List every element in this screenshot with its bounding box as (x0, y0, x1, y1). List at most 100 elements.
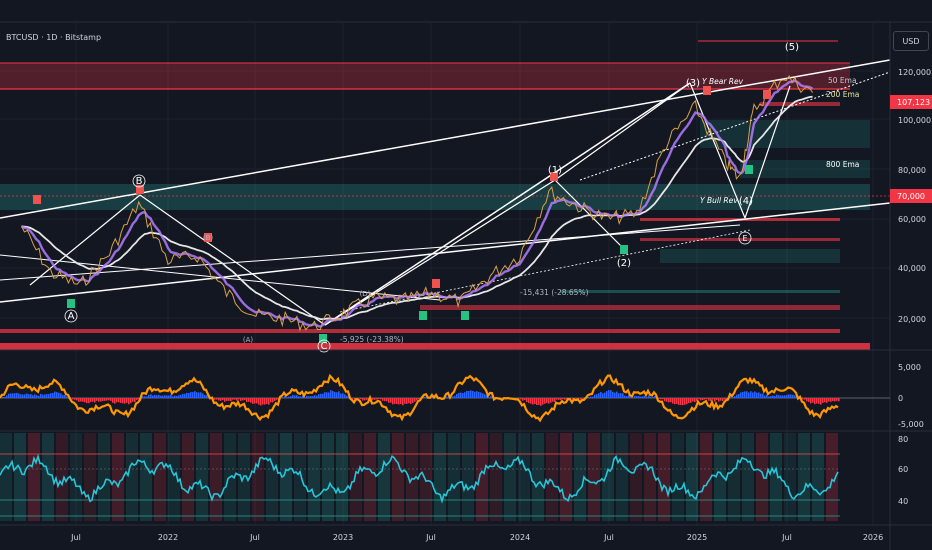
macd-bar (234, 398, 236, 400)
macd-bar (790, 394, 792, 398)
macd-bar (150, 394, 152, 398)
rsi-band (294, 433, 306, 521)
macd-bar (272, 398, 274, 403)
macd-bar (42, 394, 44, 398)
rsi-band (266, 433, 278, 521)
rsi-band (616, 433, 628, 521)
macd-bar (180, 394, 182, 398)
macd-bar (788, 394, 790, 398)
macd-bar (532, 398, 534, 405)
macd-bar (100, 398, 102, 402)
macd-bar (712, 398, 714, 400)
rsi-band (798, 433, 810, 521)
macd-bar (520, 398, 522, 400)
macd-bar (566, 398, 568, 400)
macd-bar (328, 392, 330, 398)
macd-bar (412, 398, 414, 403)
rsi-band (560, 433, 572, 521)
macd-bar (460, 392, 462, 398)
macd-bar (218, 398, 220, 401)
macd-bar (46, 394, 48, 398)
zone-resistance (0, 40, 850, 90)
symbol-title[interactable]: BTCUSD · 1D · Bitstamp (6, 33, 102, 42)
macd-bar (300, 396, 302, 398)
macd-bar (48, 394, 50, 398)
macd-bar (596, 394, 598, 398)
macd-bar (76, 398, 78, 401)
macd-bar (170, 394, 172, 398)
price-tick: 60,000 (898, 215, 926, 224)
buy-markers (67, 165, 753, 343)
macd-bar (306, 395, 308, 398)
macd-bar (342, 393, 344, 398)
macd-bar (644, 395, 646, 398)
macd-bar (734, 396, 736, 398)
macd-line (0, 373, 839, 423)
macd-bar (304, 397, 306, 398)
macd-bar (164, 395, 166, 398)
rsi-band (70, 433, 82, 521)
macd-bar (28, 394, 30, 398)
macd-bar (704, 398, 706, 400)
macd-bar (186, 392, 188, 398)
macd-bar (276, 398, 278, 400)
macd-bar (590, 396, 592, 398)
macd-bar (612, 391, 614, 398)
macd-bar (458, 392, 460, 398)
rsi-band (392, 433, 404, 521)
macd-bar (204, 395, 206, 398)
rsi-band (504, 433, 516, 521)
macd-bar (600, 391, 602, 398)
macd-bar (230, 398, 232, 402)
zone-support-70k (0, 184, 890, 210)
macd-bar (630, 397, 632, 398)
macd-bar (694, 398, 696, 403)
macd-bar (454, 395, 456, 398)
macd-bar (560, 398, 562, 400)
macd-bar (580, 398, 582, 400)
macd-bar (92, 398, 94, 402)
macd-bar (360, 398, 362, 400)
price-tick: 120,000 (898, 68, 931, 77)
macd-bar (672, 398, 674, 404)
time-tick: 2025 (687, 533, 707, 542)
macd-bar (826, 398, 828, 403)
macd-bar (386, 398, 388, 402)
macd-bar (418, 398, 420, 400)
macd-bar (236, 398, 238, 401)
macd-bar (316, 395, 318, 398)
macd-bar (834, 398, 836, 402)
macd-bar (626, 396, 628, 398)
time-tick: Jul (781, 533, 792, 542)
macd-bar (10, 393, 12, 398)
macd-bar (724, 398, 726, 400)
macd-bar (242, 398, 244, 401)
price-tick: 100,000 (898, 116, 931, 125)
macd-bar (296, 395, 298, 398)
macd-bar (806, 398, 808, 402)
macd-bar (736, 394, 738, 398)
macd-bar (322, 393, 324, 398)
wave-e-label: E (742, 234, 747, 243)
macd-bar (778, 395, 780, 398)
currency-button[interactable]: USD (893, 31, 929, 51)
macd-bar (376, 398, 378, 400)
macd-bar (820, 398, 822, 405)
macd-bar (610, 390, 612, 398)
macd-bar (752, 392, 754, 398)
macd-bar (740, 392, 742, 398)
macd-bar (556, 398, 558, 400)
macd-bar (706, 398, 708, 400)
macd-bar (252, 398, 254, 404)
rsi-band (56, 433, 68, 521)
macd-bar (678, 398, 680, 405)
macd-bar (474, 391, 476, 398)
macd-bar (456, 394, 458, 398)
macd-bar (224, 398, 226, 402)
rsi-band (252, 433, 264, 521)
macd-bar (582, 398, 584, 399)
macd-bar (786, 395, 788, 398)
macd-bar (220, 398, 222, 401)
macd-bar (692, 398, 694, 402)
macd-bar (392, 398, 394, 405)
